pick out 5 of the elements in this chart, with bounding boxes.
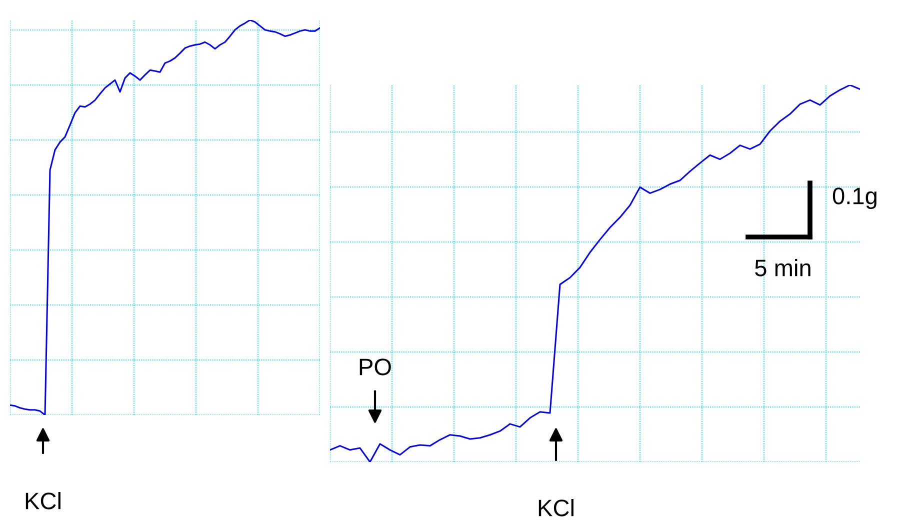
- annotation: 5 min: [755, 259, 810, 276]
- annotation: PO: [360, 358, 391, 376]
- text: KCl: [538, 498, 574, 516]
- text: KCl: [26, 492, 60, 510]
- annotation: 0.1g: [832, 188, 876, 210]
